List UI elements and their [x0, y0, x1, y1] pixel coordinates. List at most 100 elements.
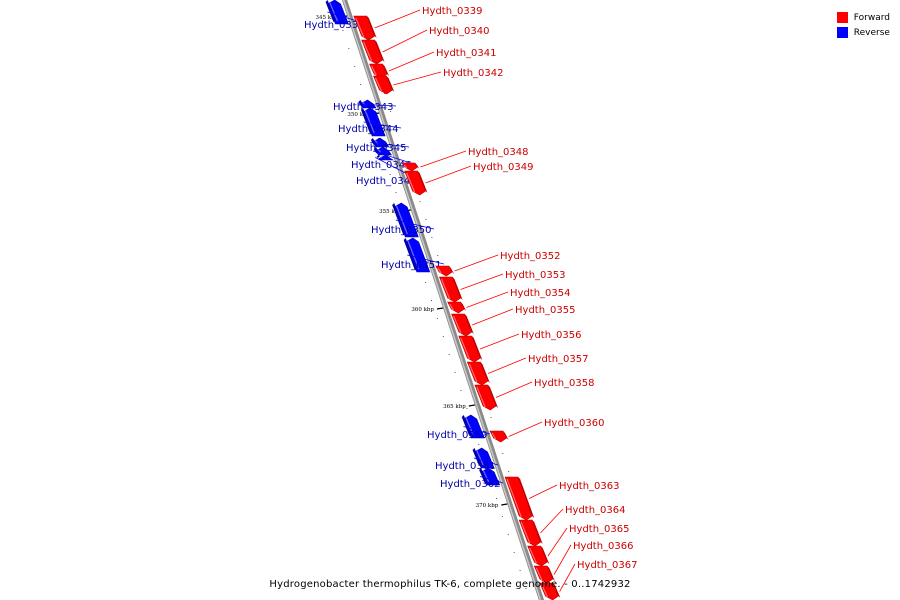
gene-shade — [382, 64, 390, 76]
gene-hydth-0360[interactable]: Hydth_0360 — [489, 418, 605, 443]
gene-body[interactable] — [474, 384, 497, 411]
gene-hydth-0340[interactable]: Hydth_0340 — [361, 26, 490, 65]
gene-label: Hydth_0339 — [422, 6, 483, 17]
gene-shade — [540, 546, 550, 564]
gene-body[interactable] — [466, 361, 489, 386]
gene-hydth-0367[interactable]: Hydth_0367 — [539, 560, 638, 600]
gene-label: Hydth_0349 — [473, 162, 534, 173]
gene-highlight — [520, 521, 531, 544]
gene-label: Hydth_0355 — [515, 305, 576, 316]
gene-body[interactable] — [447, 301, 465, 314]
minor-tick — [507, 534, 509, 535]
gene-highlight — [329, 1, 338, 22]
gene-body[interactable] — [533, 565, 554, 584]
gene-body[interactable] — [401, 162, 419, 172]
gene-hydth-0352[interactable]: Hydth_0352 — [435, 251, 561, 277]
gene-body[interactable] — [489, 430, 507, 443]
gene-highlight — [465, 416, 474, 436]
gene-hydth-0365[interactable]: Hydth_0365 — [527, 524, 630, 567]
gene-hydth-0351[interactable]: Hydth_0351 — [381, 237, 445, 273]
gene-body[interactable] — [458, 335, 481, 363]
gene-hydth-0363[interactable]: Hydth_0363 — [504, 476, 620, 521]
gene-leader-line — [479, 333, 520, 350]
gene-leader-line — [395, 219, 435, 230]
gene-leader-line — [463, 426, 491, 435]
gene-body[interactable] — [518, 519, 542, 547]
gene-leader-line — [357, 103, 397, 107]
gene-leader-line — [388, 51, 435, 72]
gene-leader-line — [420, 150, 467, 168]
gene-body[interactable] — [361, 39, 383, 65]
gene-label: Hydth_0365 — [569, 524, 630, 535]
gene-hydth-0356[interactable]: Hydth_0356 — [458, 330, 582, 363]
forward-swatch — [836, 12, 848, 23]
gene-hydth-0338[interactable]: Hydth_0338 — [304, 0, 368, 31]
gene-hydth-0354[interactable]: Hydth_0354 — [447, 288, 571, 314]
minor-tick — [525, 588, 527, 589]
gene-hydth-0358[interactable]: Hydth_0358 — [474, 378, 595, 411]
gene-hydth-0364[interactable]: Hydth_0364 — [518, 505, 626, 547]
gene-hydth-0349[interactable]: Hydth_0349 — [404, 162, 534, 196]
gene-body[interactable] — [527, 545, 548, 567]
gene-shade — [479, 468, 487, 483]
gene-shade — [366, 16, 377, 38]
gene-leader-line — [547, 527, 568, 557]
gene-label: Hydth_0363 — [559, 481, 620, 492]
gene-hydth-0359[interactable]: Hydth_0359 — [427, 414, 491, 441]
gene-leader-line — [528, 484, 558, 499]
gene-hydth-0342[interactable]: Hydth_0342 — [373, 68, 504, 95]
gene-hydth-0343[interactable]: Hydth_0343 — [333, 99, 397, 113]
gene-shade — [471, 336, 483, 360]
minor-tick — [478, 444, 480, 445]
gene-label: Hydth_0338 — [304, 20, 365, 31]
gene-body[interactable] — [439, 276, 462, 303]
gene-shade — [403, 238, 417, 270]
genome-backbone-highlight — [342, 0, 542, 600]
gene-label: Hydth_0361 — [435, 461, 496, 472]
tick-label: 365 kbp — [443, 404, 466, 410]
gene-shade — [518, 477, 535, 518]
gene-hydth-0346[interactable]: Hydth_0346 — [351, 146, 415, 171]
gene-hydth-0344[interactable]: Hydth_0344 — [338, 107, 402, 137]
minor-tick — [419, 201, 421, 202]
gene-hydth-0350[interactable]: Hydth_0350 — [371, 202, 435, 238]
legend: Forward Reverse — [836, 10, 890, 40]
gene-body[interactable] — [504, 476, 533, 521]
gene-shade — [532, 520, 543, 544]
gene-hydth-0355[interactable]: Hydth_0355 — [451, 305, 576, 337]
gene-highlight — [395, 204, 408, 235]
gene-body[interactable] — [373, 75, 393, 95]
gene-hydth-0361[interactable]: Hydth_0361 — [435, 447, 499, 472]
tick-label: 355 kbp — [379, 209, 402, 215]
gene-label: Hydth_0357 — [528, 354, 589, 365]
reverse-swatch — [836, 27, 848, 38]
gene-hydth-0357[interactable]: Hydth_0357 — [466, 354, 589, 386]
legend-item-forward: Forward — [836, 10, 890, 25]
gene-body[interactable] — [377, 154, 395, 161]
gene-body[interactable] — [435, 265, 453, 277]
gene-hydth-0339[interactable]: Hydth_0339 — [353, 6, 483, 41]
gene-label: Hydth_0347 — [356, 176, 417, 187]
gene-hydth-0353[interactable]: Hydth_0353 — [439, 270, 566, 303]
minor-tick — [342, 30, 344, 31]
minor-tick — [360, 84, 362, 85]
gene-shade — [374, 40, 385, 62]
gene-hydth-0362[interactable]: Hydth_0362 — [440, 467, 504, 490]
tick-label: 370 kbp — [476, 503, 499, 509]
gene-body[interactable] — [404, 170, 426, 196]
gene-hydth-0366[interactable]: Hydth_0366 — [533, 541, 634, 584]
gene-label: Hydth_0351 — [381, 260, 442, 271]
gene-highlight — [460, 337, 470, 360]
gene-hydth-0341[interactable]: Hydth_0341 — [369, 48, 497, 79]
gene-leader-line — [495, 381, 533, 398]
tick-mark — [436, 307, 444, 310]
gene-body[interactable] — [539, 582, 559, 600]
gene-leader-line — [479, 476, 504, 484]
minor-tick — [384, 93, 386, 94]
gene-body[interactable] — [353, 15, 376, 41]
minor-tick — [431, 237, 433, 238]
gene-body[interactable] — [451, 313, 473, 337]
gene-hydth-0348[interactable]: Hydth_0348 — [401, 147, 529, 172]
gene-highlight — [403, 164, 408, 169]
gene-label: Hydth_0353 — [505, 270, 566, 281]
